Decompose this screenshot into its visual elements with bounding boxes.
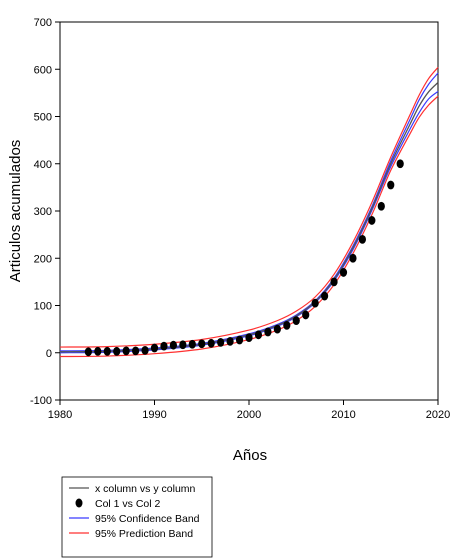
data-point — [217, 337, 225, 347]
data-point — [292, 316, 300, 326]
legend-label-confidence: 95% Confidence Band — [95, 513, 200, 525]
x-tick-label: 2010 — [331, 409, 355, 421]
fit-line — [59, 82, 439, 353]
y-tick-label: 700 — [34, 17, 52, 29]
x-tick-label: 2000 — [237, 409, 261, 421]
data-point — [132, 346, 140, 356]
data-point — [141, 345, 149, 355]
y-axis: -100 0 100 200 300 400 500 600 700 — [30, 17, 60, 407]
data-point — [349, 253, 357, 263]
confidence-band-lower — [59, 90, 439, 354]
data-point — [122, 346, 130, 356]
y-tick-label: 300 — [34, 206, 52, 218]
prediction-band-lower — [59, 95, 439, 358]
y-tick-label: 600 — [34, 64, 52, 76]
data-point — [358, 234, 366, 244]
data-point — [226, 337, 234, 346]
data-point — [94, 346, 102, 356]
data-point — [387, 180, 395, 190]
data-point — [377, 201, 385, 211]
data-point — [302, 310, 310, 320]
data-point — [245, 333, 253, 343]
legend-label-points: Col 1 vs Col 2 — [95, 498, 161, 510]
data-point — [254, 330, 263, 340]
data-point — [339, 268, 348, 277]
data-point — [207, 338, 215, 348]
legend-label-prediction: 95% Prediction Band — [95, 528, 193, 540]
y-axis-title: Articulos acumulados — [7, 140, 24, 283]
data-point — [235, 335, 244, 345]
data-point — [84, 347, 92, 357]
data-point — [160, 341, 168, 351]
y-tick-label: 200 — [34, 253, 52, 265]
x-tick-label: 1980 — [48, 409, 72, 421]
x-axis-title: Años — [233, 447, 267, 464]
y-tick-label: 0 — [46, 348, 52, 360]
data-point — [103, 346, 111, 356]
legend-label-fit: x column vs y column — [95, 483, 196, 495]
data-point — [273, 324, 281, 334]
data-point — [321, 291, 329, 301]
y-tick-label: -100 — [30, 395, 52, 407]
x-axis: 1980 1990 2000 2010 2020 — [48, 400, 450, 421]
data-points — [84, 159, 404, 357]
data-point — [169, 340, 177, 350]
data-point — [368, 216, 376, 225]
band-lines — [59, 66, 439, 358]
x-tick-label: 2020 — [426, 409, 450, 421]
data-point — [113, 346, 121, 356]
data-point — [198, 339, 206, 349]
data-point — [311, 298, 319, 308]
plot-frame — [59, 21, 439, 401]
confidence-band-upper — [59, 72, 439, 352]
y-tick-label: 500 — [34, 112, 52, 124]
data-point — [179, 340, 187, 350]
legend-box — [61, 476, 213, 558]
legend-swatch-points — [75, 498, 83, 508]
data-point — [188, 339, 196, 349]
data-point — [283, 320, 291, 330]
data-point — [264, 327, 272, 337]
x-tick-label: 1990 — [142, 409, 166, 421]
y-tick-label: 100 — [34, 301, 52, 313]
data-point — [150, 343, 159, 353]
prediction-band-upper — [59, 66, 439, 348]
data-point — [330, 277, 338, 287]
data-point — [396, 159, 404, 169]
legend: x column vs y column Col 1 vs Col 2 95% … — [61, 476, 213, 558]
y-tick-label: 400 — [34, 159, 52, 171]
fit-curve — [59, 82, 439, 353]
